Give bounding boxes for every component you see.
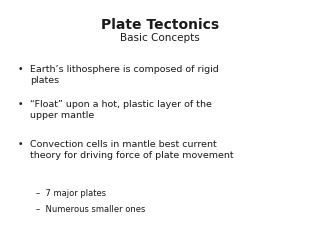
Text: –  7 major plates: – 7 major plates	[36, 189, 106, 198]
Text: Basic Concepts: Basic Concepts	[120, 33, 200, 43]
Text: Convection cells in mantle best current
theory for driving force of plate moveme: Convection cells in mantle best current …	[30, 140, 234, 161]
Text: Plate Tectonics: Plate Tectonics	[101, 18, 219, 32]
Text: •: •	[18, 140, 23, 149]
Text: •: •	[18, 100, 23, 109]
Text: “Float” upon a hot, plastic layer of the
upper mantle: “Float” upon a hot, plastic layer of the…	[30, 100, 212, 120]
Text: Earth’s lithosphere is composed of rigid
plates: Earth’s lithosphere is composed of rigid…	[30, 65, 219, 85]
Text: –  Numerous smaller ones: – Numerous smaller ones	[36, 205, 145, 214]
Text: •: •	[18, 65, 23, 74]
